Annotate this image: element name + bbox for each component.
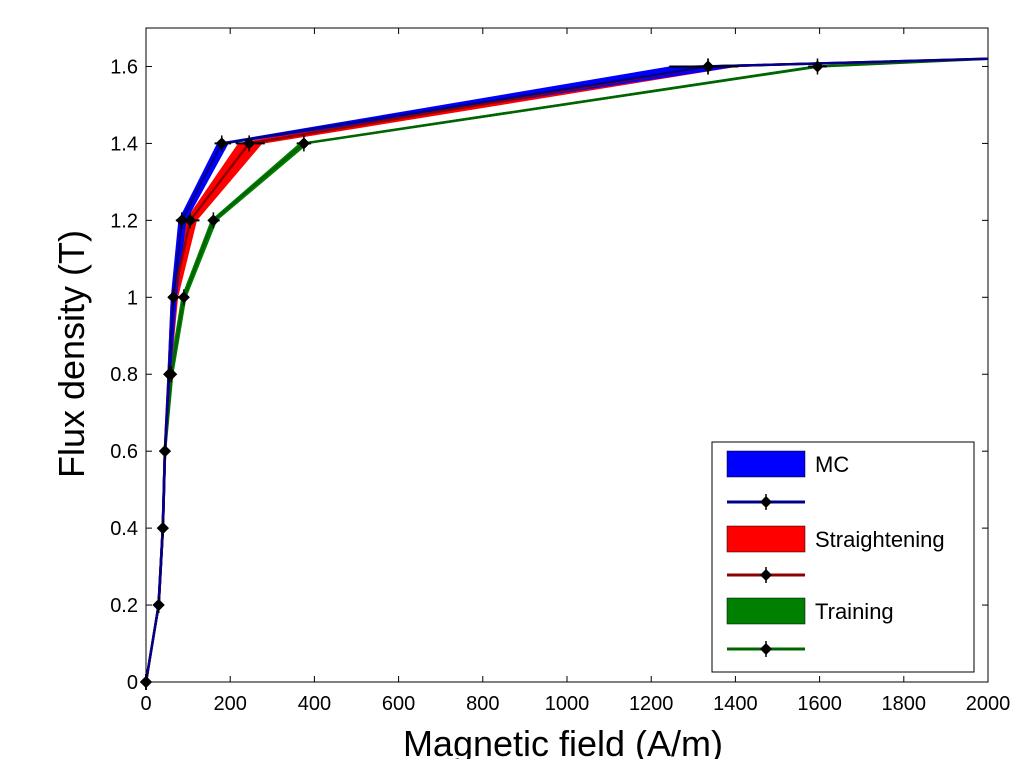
diamond-marker [297,137,310,150]
diamond-marker [156,522,169,535]
marker-training [808,58,827,75]
legend-box [711,441,975,673]
marker-mc [156,520,169,537]
diamond-marker [177,291,190,304]
marker-mc [158,443,171,460]
marker-mc [214,135,232,152]
legend-diamond [760,496,772,508]
line-mc [144,57,989,683]
y-tick-label: 0.4 [110,518,138,540]
y-axis-title: Flux density (T) [51,230,92,478]
y-tick-label: 1.2 [110,210,138,232]
diamond-marker [175,214,188,227]
x-tick-label: 0 [140,693,151,715]
marker-mc [175,212,189,229]
diamond-marker [702,60,715,73]
x-axis: 0 200 400 600 800 1000 1200 1400 1600 1800 2000 [140,28,1010,715]
diamond-marker [158,445,171,458]
marker-straightening [235,135,265,152]
legend-diamond [760,569,772,581]
diamond-marker [163,368,176,381]
x-tick-label: 1800 [882,693,927,715]
series-lines [144,57,989,683]
x-tick-label: 1200 [629,693,674,715]
x-tick-label: 200 [214,693,247,715]
x-tick-label: 1400 [713,693,758,715]
diamond-marker [184,214,197,227]
y-tick-label: 1.6 [110,56,138,78]
marker-mc [152,597,165,614]
legend-label-straightening: Straightening [815,527,945,552]
x-tick-label: 600 [382,693,415,715]
diamond-marker [207,214,220,227]
legend-label-training: Training [815,599,894,624]
legend-patch-training [726,597,806,625]
diamond-marker [243,137,256,150]
marker-training [177,289,190,306]
legend: MC Straightening Training [711,441,975,673]
x-tick-label: 1600 [797,693,842,715]
diamond-marker [167,291,180,304]
diamond-marker [152,599,165,612]
y-tick-label: 0.2 [110,595,138,617]
marker-mc [167,289,180,306]
x-tick-label: 800 [466,693,499,715]
series-markers [140,58,827,690]
y-tick-label: 0 [127,672,138,694]
marker-training [207,212,220,229]
legend-patch-mc [726,450,806,478]
marker-mc [669,58,739,75]
legend-patch-straightening [726,525,806,553]
legend-diamond [760,643,772,655]
x-axis-title: Magnetic field (A/m) [403,723,723,759]
diamond-marker [215,137,228,150]
y-tick-label: 0.6 [110,441,138,463]
marker-mc [163,366,176,383]
legend-label-mc: MC [815,452,849,477]
x-tick-label: 1000 [545,693,590,715]
y-axis: 0 0.2 0.4 0.6 0.8 1 1.2 1.4 1.6 [110,56,988,694]
marker-training [296,135,312,152]
x-tick-label: 400 [298,693,331,715]
y-tick-label: 1 [127,287,138,309]
x-tick-label: 2000 [966,693,1011,715]
diamond-marker [811,60,824,73]
y-tick-label: 0.8 [110,364,138,386]
y-tick-label: 1.4 [110,133,138,155]
